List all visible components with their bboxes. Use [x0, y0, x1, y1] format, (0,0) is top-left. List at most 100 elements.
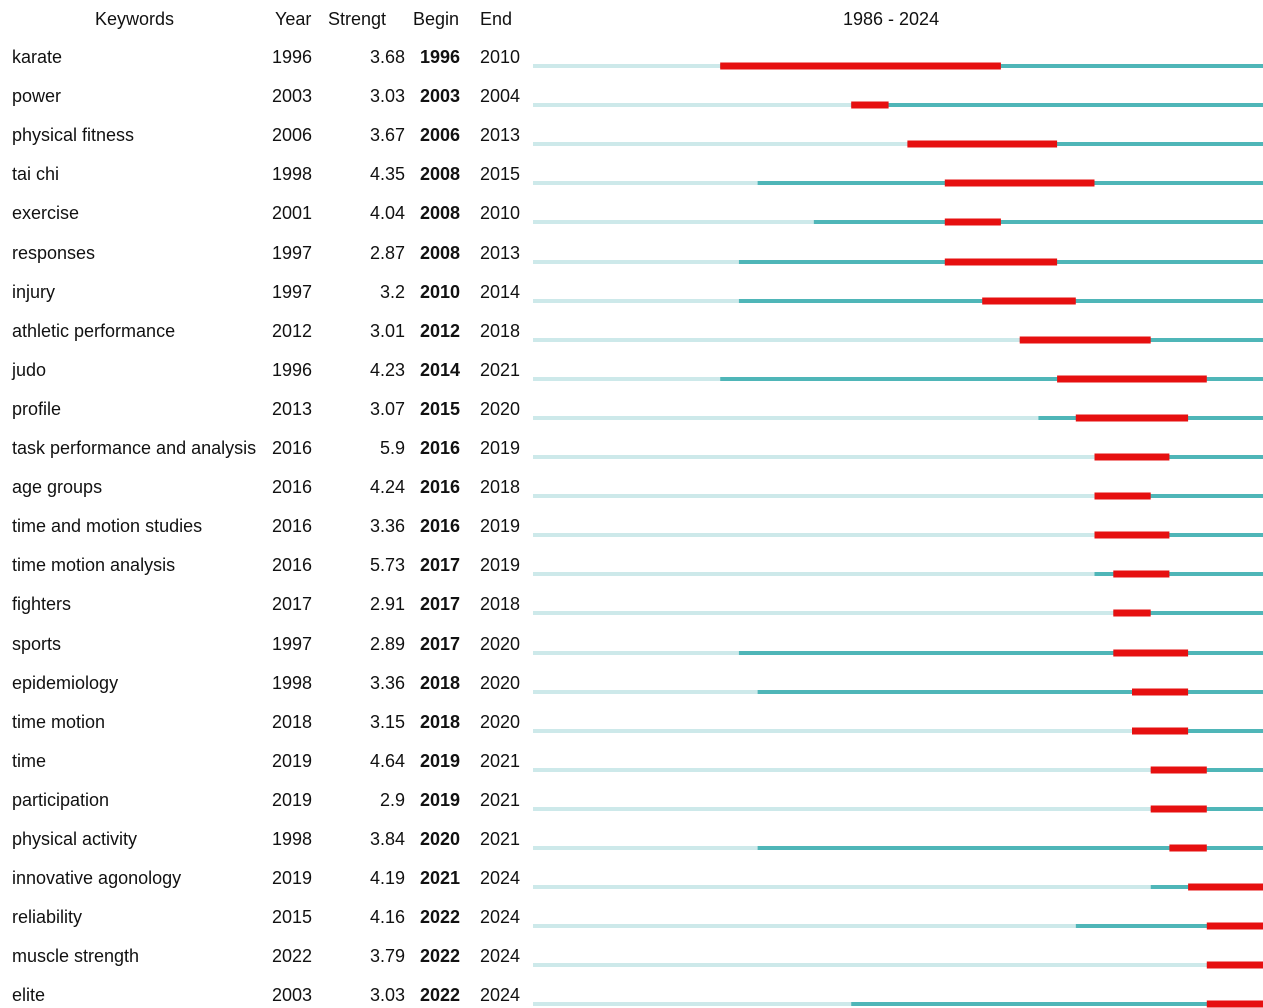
end-year: 2018 — [480, 320, 521, 341]
strength-value: 3.01 — [369, 320, 405, 341]
end-year: 2020 — [480, 672, 521, 693]
end-year: 2019 — [480, 438, 521, 458]
keyword-table: karate 1996 3.68 1996 2010 power 2003 3.03 2003 2… — [0, 0, 530, 1008]
header-keywords: Keywords — [95, 9, 175, 29]
begin-year: 2016 — [419, 477, 460, 498]
begin-year: 2019 — [419, 789, 460, 810]
year-value: 2016 — [272, 555, 313, 576]
strength-value: 4.24 — [369, 477, 405, 498]
year-value: 1996 — [272, 359, 313, 380]
keyword-label: physical fitness — [12, 125, 135, 146]
keyword-label: injury — [12, 281, 56, 302]
strength-value: 5.9 — [379, 438, 405, 458]
year-value: 2022 — [272, 946, 313, 967]
end-year: 2004 — [480, 86, 521, 107]
year-value: 1997 — [272, 633, 313, 654]
keyword-label: profile — [12, 398, 62, 419]
strength-value: 4.64 — [369, 750, 405, 771]
begin-year: 2010 — [419, 281, 460, 302]
begin-year: 1996 — [419, 47, 460, 67]
strength-value: 2.91 — [369, 594, 405, 615]
strength-value: 3.03 — [369, 985, 405, 1006]
strength-value: 3.07 — [369, 398, 405, 419]
year-value: 1997 — [272, 281, 313, 302]
strength-value: 3.84 — [369, 829, 405, 849]
keyword-label: karate — [12, 47, 63, 67]
year-value: 2019 — [272, 750, 313, 771]
strength-value: 3.15 — [369, 711, 405, 732]
strength-value: 4.16 — [369, 907, 405, 928]
end-year: 2014 — [480, 281, 521, 302]
begin-year: 2018 — [419, 711, 460, 732]
year-value: 2013 — [272, 398, 313, 419]
begin-year: 2008 — [419, 242, 460, 263]
strength-value: 3.03 — [369, 86, 405, 107]
end-year: 2021 — [480, 789, 521, 810]
strength-value: 3.67 — [369, 125, 405, 146]
end-year: 2019 — [480, 555, 521, 576]
year-value: 2001 — [272, 203, 313, 224]
end-year: 2010 — [480, 203, 521, 224]
end-year: 2020 — [480, 711, 521, 732]
keyword-label: responses — [12, 242, 96, 263]
begin-year: 2017 — [419, 594, 460, 615]
header-year: Year — [275, 9, 312, 29]
year-value: 1997 — [272, 242, 313, 263]
year-value: 2017 — [272, 594, 313, 615]
year-value: 2012 — [272, 320, 313, 341]
end-year: 2010 — [480, 47, 521, 67]
begin-year: 2006 — [419, 125, 460, 146]
begin-year: 2022 — [419, 946, 460, 967]
year-value: 2016 — [272, 438, 313, 458]
begin-year: 2012 — [419, 320, 460, 341]
begin-year: 2003 — [419, 86, 460, 107]
header-strength: Strengt — [328, 9, 387, 29]
keyword-label: judo — [12, 359, 47, 380]
strength-value: 2.9 — [379, 789, 405, 810]
keyword-label: task performance and analysis — [12, 438, 257, 458]
end-year: 2013 — [480, 125, 521, 146]
keyword-label: sports — [12, 633, 62, 654]
begin-year: 2008 — [419, 164, 460, 185]
header-begin: Begin — [413, 9, 460, 29]
strength-value: 5.73 — [369, 555, 405, 576]
end-year: 2021 — [480, 750, 521, 771]
begin-year: 2016 — [419, 438, 460, 458]
end-year: 2024 — [480, 946, 521, 967]
end-year: 2024 — [480, 985, 521, 1006]
keyword-label: time — [12, 750, 47, 771]
end-year: 2021 — [480, 359, 521, 380]
strength-value: 2.87 — [369, 242, 405, 263]
end-year: 2020 — [480, 398, 521, 419]
begin-year: 2008 — [419, 203, 460, 224]
begin-year: 2014 — [419, 359, 460, 380]
strength-value: 4.23 — [369, 359, 405, 380]
strength-value: 3.36 — [369, 516, 405, 537]
strength-value: 3.2 — [379, 281, 405, 302]
strength-value: 3.68 — [369, 47, 405, 67]
keyword-label: time and motion studies — [12, 516, 203, 537]
keyword-label: epidemiology — [12, 672, 119, 693]
strength-value: 2.89 — [369, 633, 405, 654]
strength-value: 3.79 — [369, 946, 405, 967]
year-value: 2006 — [272, 125, 313, 146]
end-year: 2018 — [480, 594, 521, 615]
keyword-label: innovative agonology — [12, 868, 182, 889]
begin-year: 2022 — [419, 985, 460, 1006]
keyword-label: fighters — [12, 594, 72, 615]
end-year: 2024 — [480, 907, 521, 928]
year-value: 1998 — [272, 672, 313, 693]
keyword-label: reliability — [12, 907, 83, 928]
year-value: 1996 — [272, 47, 313, 67]
end-year: 2024 — [480, 868, 521, 889]
end-year: 2013 — [480, 242, 521, 263]
strength-value: 4.04 — [369, 203, 405, 224]
end-year: 2015 — [480, 164, 521, 185]
header-year-range: 1986 - 2024 — [843, 9, 940, 29]
year-value: 2019 — [272, 868, 313, 889]
year-value: 2016 — [272, 477, 313, 498]
year-value: 2003 — [272, 86, 313, 107]
begin-year: 2016 — [419, 516, 460, 537]
year-value: 1998 — [272, 164, 313, 185]
